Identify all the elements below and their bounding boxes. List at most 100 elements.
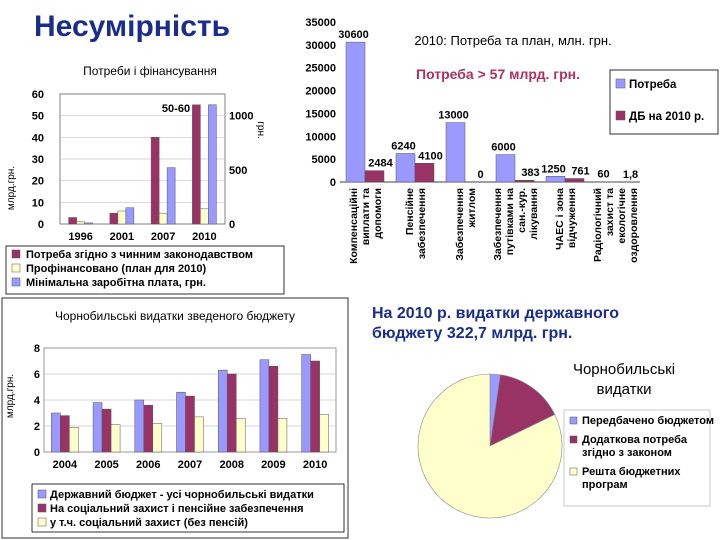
data-label: 2484 bbox=[368, 158, 393, 170]
x-tick-label: Радіологічнийзахист таекологічнеоздоровл… bbox=[592, 188, 640, 263]
bar bbox=[152, 423, 163, 453]
legend-swatch bbox=[11, 263, 21, 273]
data-label: 6000 bbox=[491, 142, 515, 154]
bar bbox=[414, 163, 435, 183]
data-label: 6240 bbox=[391, 140, 415, 152]
bar bbox=[259, 359, 270, 453]
bar bbox=[84, 222, 93, 225]
legend-swatch bbox=[569, 416, 578, 425]
legend-swatch bbox=[37, 503, 47, 513]
annotation-label: 50-60 bbox=[162, 103, 190, 115]
data-label: 4100 bbox=[418, 150, 442, 162]
bar bbox=[92, 402, 103, 453]
bar bbox=[76, 221, 85, 225]
y-tick-label: 8 bbox=[34, 343, 40, 355]
bar bbox=[143, 404, 154, 453]
chart-title: 2010: Потреба та план, млн. грн. bbox=[414, 33, 611, 48]
data-label: 761 bbox=[571, 166, 589, 178]
needs2010-chart: 2010: Потреба та план, млн. грн. Потреба… bbox=[305, 17, 719, 264]
bar bbox=[310, 360, 320, 453]
y-axis-label: млрд.грн. bbox=[5, 374, 16, 418]
y-tick-label: 20 bbox=[32, 176, 44, 188]
legend-label: Мінімальна заробітна плата, грн. bbox=[26, 277, 206, 289]
bar bbox=[150, 137, 160, 225]
bar bbox=[301, 354, 311, 453]
legend-box bbox=[31, 483, 345, 533]
x-tick-label: 2010 bbox=[303, 459, 327, 471]
bar bbox=[101, 408, 112, 453]
bar bbox=[235, 417, 246, 453]
legend-box bbox=[609, 69, 719, 135]
pie-chart: Чорнобильські видатки Передбачено бюджет… bbox=[417, 361, 714, 519]
legend-swatch bbox=[569, 435, 578, 444]
bar bbox=[226, 373, 237, 453]
bar bbox=[268, 365, 279, 453]
legend-swatch bbox=[11, 249, 21, 259]
bar bbox=[166, 167, 176, 225]
bar bbox=[185, 395, 195, 453]
bar bbox=[545, 176, 566, 183]
legend-label: Решта бюджетних програм bbox=[582, 466, 681, 491]
bar bbox=[68, 217, 77, 225]
bar bbox=[277, 417, 288, 453]
y-tick-label: 0 bbox=[38, 219, 44, 231]
bar bbox=[364, 170, 385, 183]
bar bbox=[495, 154, 516, 183]
legend-label: На соціальний захист і пенсійне забезпеч… bbox=[50, 503, 304, 515]
chart-subtitle: Потреба > 57 млрд. грн. bbox=[416, 66, 580, 82]
bar bbox=[217, 369, 228, 453]
y-tick-label: 60 bbox=[32, 89, 44, 101]
data-label: 13000 bbox=[438, 110, 469, 122]
data-label: 383 bbox=[521, 167, 539, 179]
y-tick-label: 30 bbox=[32, 154, 44, 166]
y-tick-label: 6 bbox=[34, 369, 40, 381]
bar bbox=[514, 179, 535, 183]
y2-tick-label: 0 bbox=[229, 219, 235, 231]
legend-swatch bbox=[569, 467, 578, 476]
x-tick-label: 2001 bbox=[110, 231, 134, 243]
legend-label: Додаткова потреба згідно з законом bbox=[582, 434, 688, 459]
legend-swatch bbox=[615, 110, 626, 121]
y2-axis-label: грн. bbox=[255, 121, 266, 139]
x-tick-label: Пенсійнезабезпечення bbox=[404, 188, 428, 259]
chart-title: Потреби і фінансування bbox=[83, 64, 217, 78]
data-label: 60 bbox=[597, 169, 609, 181]
legend-box bbox=[5, 245, 285, 295]
x-tick-label: 2004 bbox=[53, 459, 78, 471]
y2-tick-label: 500 bbox=[229, 165, 247, 177]
bar bbox=[134, 399, 145, 453]
y-tick-label: 40 bbox=[32, 132, 44, 144]
y-tick-label: 10 bbox=[32, 197, 44, 209]
y-tick-label: 5000 bbox=[312, 154, 336, 166]
legend-box bbox=[563, 409, 711, 507]
legend-label: Державний бюджет - усі чорнобильські вид… bbox=[50, 489, 314, 501]
x-tick-label: 2006 bbox=[136, 459, 160, 471]
x-tick-label: 2009 bbox=[261, 459, 285, 471]
y-tick-label: 20000 bbox=[305, 86, 336, 98]
bar bbox=[176, 391, 186, 453]
x-tick-label: 2005 bbox=[94, 459, 118, 471]
x-tick-label: 2010 bbox=[192, 231, 216, 243]
bar bbox=[117, 210, 127, 225]
legend-label: Потреба згідно з чинним законодавством bbox=[26, 249, 253, 261]
legend-swatch bbox=[11, 277, 21, 287]
legend-label: у т.ч. соціальний захист (без пенсій) bbox=[50, 517, 248, 529]
data-label: 30600 bbox=[338, 29, 369, 41]
bar bbox=[564, 178, 585, 183]
bar bbox=[51, 412, 61, 453]
x-tick-label: ЧАЕС і зонавідчуження bbox=[554, 188, 578, 250]
y-tick-label: 15000 bbox=[305, 108, 336, 120]
legend-label: ДБ на 2010 р. bbox=[629, 111, 704, 123]
legend-label: Потреба bbox=[629, 79, 677, 91]
x-tick-label: Забезпеченняжитлом bbox=[454, 188, 478, 261]
bar bbox=[110, 424, 121, 453]
y-tick-label: 0 bbox=[34, 447, 40, 459]
y-tick-label: 4 bbox=[34, 395, 41, 407]
x-tick-label: Компенсаційнівиплати тадопомоги bbox=[348, 188, 384, 264]
y-tick-label: 10000 bbox=[305, 131, 336, 143]
bar bbox=[60, 415, 70, 453]
budget-note: На 2010 р. видатки державного бюджету 32… bbox=[372, 305, 620, 342]
data-label: 1,8 bbox=[623, 169, 638, 181]
y2-tick-label: 1000 bbox=[229, 111, 253, 123]
y-axis-label: млрд.грн. bbox=[6, 166, 17, 210]
